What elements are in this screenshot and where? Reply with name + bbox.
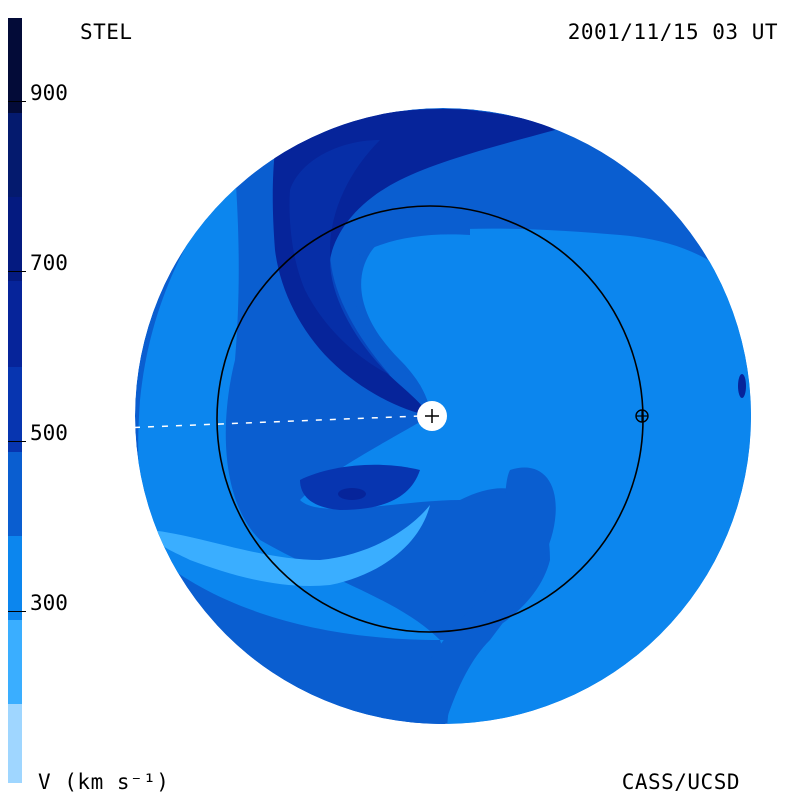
color-band-2 — [8, 113, 22, 197]
tick-mark-300 — [8, 611, 26, 612]
tick-label-900: 900 — [30, 81, 68, 105]
region-dark-core — [289, 140, 390, 375]
color-band-4 — [8, 281, 22, 367]
tick-mark-900 — [8, 101, 26, 102]
tick-label-500: 500 — [30, 421, 68, 445]
tick-label-700: 700 — [30, 251, 68, 275]
timestamp: 2001/11/15 03 UT — [567, 20, 778, 44]
color-band-9 — [8, 704, 22, 783]
tick-mark-500 — [8, 441, 26, 442]
region-inner-blob — [300, 464, 420, 510]
color-band-6 — [8, 452, 22, 536]
earth-orbit-circle — [216, 205, 644, 633]
color-band-3 — [8, 197, 22, 281]
color-band-7 — [8, 536, 22, 620]
color-band-1 — [8, 18, 22, 113]
origin-label: STEL — [80, 20, 133, 44]
region-arm-inner — [330, 215, 470, 416]
region-light-streak — [150, 505, 430, 586]
color-band-8 — [8, 620, 22, 704]
region-dark-spot — [338, 488, 366, 500]
tick-label-300: 300 — [30, 591, 68, 615]
sun-plus-icon — [417, 401, 447, 431]
unit-label: V (km s⁻¹) — [38, 770, 170, 794]
region-right-speck — [738, 374, 746, 398]
credit-label: CASS/UCSD — [621, 770, 740, 794]
velocity-color-scale — [8, 18, 22, 783]
region-left-light — [138, 170, 751, 724]
color-band-5 — [8, 367, 22, 452]
earth-circle-plus-icon — [635, 409, 649, 423]
tick-mark-700 — [8, 271, 26, 272]
